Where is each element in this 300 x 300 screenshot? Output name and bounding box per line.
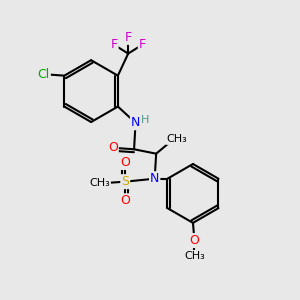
Text: O: O (120, 194, 130, 207)
Text: O: O (108, 141, 118, 154)
Text: CH₃: CH₃ (89, 178, 110, 188)
Text: S: S (121, 175, 129, 188)
Text: O: O (190, 234, 200, 247)
Text: Cl: Cl (38, 68, 50, 81)
Text: H: H (141, 116, 149, 125)
Text: F: F (124, 31, 132, 44)
Text: O: O (120, 156, 130, 169)
Text: F: F (110, 38, 118, 51)
Text: N: N (150, 172, 159, 185)
Text: CH₃: CH₃ (167, 134, 187, 144)
Text: CH₃: CH₃ (184, 251, 205, 261)
Text: F: F (139, 38, 146, 51)
Text: N: N (131, 116, 140, 129)
